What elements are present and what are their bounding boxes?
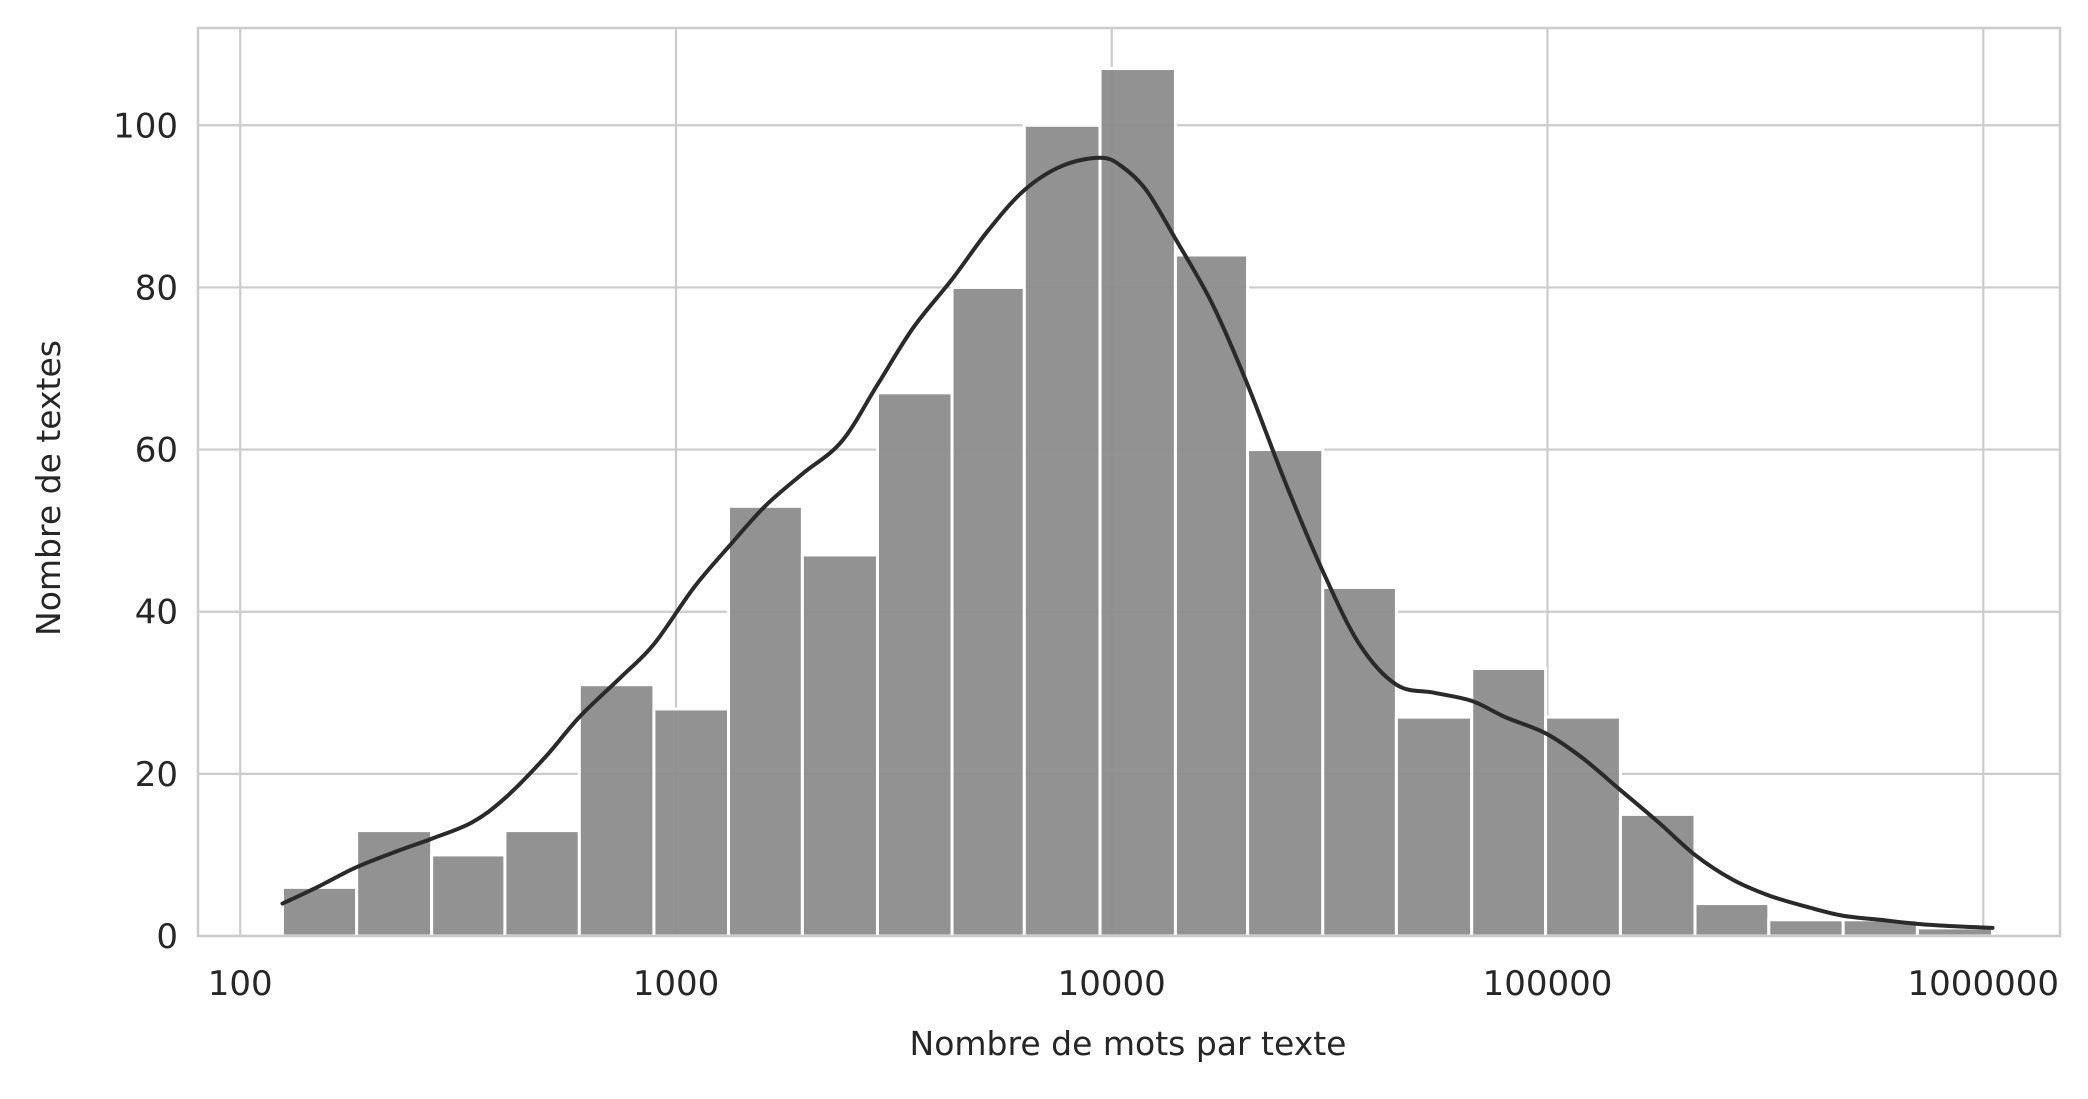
histogram-bar xyxy=(1470,666,1548,938)
histogram-bar xyxy=(430,853,507,938)
histogram-bar xyxy=(875,391,954,938)
y-tick-label: 60 xyxy=(135,431,178,471)
x-axis-label: Nombre de mots par texte xyxy=(910,1024,1347,1063)
histogram-bar xyxy=(1173,253,1250,938)
histogram-bar xyxy=(800,553,879,938)
x-tick-label: 10000 xyxy=(1058,964,1166,1004)
histogram-bar xyxy=(1246,448,1325,938)
y-tick-label: 80 xyxy=(135,268,178,308)
histogram-bar xyxy=(1693,902,1771,938)
bars-layer xyxy=(280,67,1995,938)
histogram-bar xyxy=(1321,585,1398,938)
histogram-bar xyxy=(1022,123,1102,938)
histogram-bar xyxy=(652,707,731,938)
x-tick-label: 1000000 xyxy=(1908,964,2059,1004)
axes-border xyxy=(196,26,2062,938)
histogram-bar xyxy=(950,285,1026,938)
plot-frame xyxy=(196,26,2062,938)
histogram-bar xyxy=(1098,67,1177,938)
histogram-bar xyxy=(503,829,581,938)
histogram-bar xyxy=(1767,918,1845,938)
histogram-bar xyxy=(1544,715,1622,938)
histogram-bar xyxy=(280,885,359,938)
histogram-bar xyxy=(577,683,656,938)
x-tick-labels: 100 1000 10000 100000 1000000 xyxy=(208,964,2059,1004)
y-tick-label: 20 xyxy=(135,755,178,795)
kde-curve-layer xyxy=(280,155,1995,930)
histogram-bar xyxy=(355,829,434,938)
y-tick-labels: 0 20 40 60 80 100 xyxy=(113,106,178,957)
x-tick-label: 100 xyxy=(208,964,273,1004)
y-tick-label: 40 xyxy=(135,593,178,633)
y-tick-label: 0 xyxy=(156,917,178,957)
kde-curve-line xyxy=(280,155,1995,930)
histogram-bar xyxy=(1618,812,1697,938)
histogram-bar xyxy=(727,504,804,938)
y-axis-label: Nombre de textes xyxy=(29,340,68,636)
x-tick-label: 1000 xyxy=(633,964,720,1004)
y-tick-label: 100 xyxy=(113,106,178,146)
x-tick-label: 100000 xyxy=(1483,964,1613,1004)
histogram-bar xyxy=(1394,715,1474,938)
